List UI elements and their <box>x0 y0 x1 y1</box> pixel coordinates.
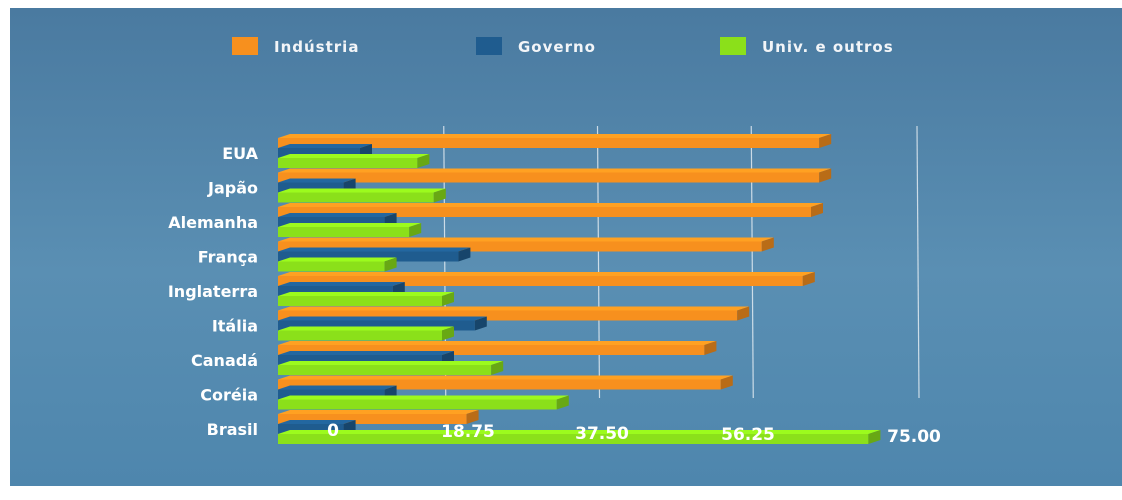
bar-franca-governo <box>278 247 471 262</box>
legend-swatch-industria <box>232 37 258 55</box>
bar-japao-univ-e-outros <box>278 188 446 203</box>
bar-italia-governo <box>278 316 487 331</box>
bar-inglaterra-univ-e-outros <box>278 292 454 306</box>
bar-eua-univ-e-outros <box>278 154 430 168</box>
slide-background: Indústria Governo Univ. e outros EUA Japão A… <box>10 8 1122 486</box>
bar-alemanha-univ-e-outros <box>278 223 422 237</box>
bar-franca-univ-e-outros <box>278 257 397 272</box>
bar-franca-industria <box>278 237 774 252</box>
bar-brasil-industria <box>278 410 479 424</box>
x-tick-label: 0 <box>327 421 339 441</box>
legend: Indústria Governo Univ. e outros <box>232 37 894 56</box>
legend-swatch-univ-e-outros <box>720 37 746 55</box>
bar-canada-univ-e-outros <box>278 361 504 375</box>
bar-canada-industria <box>278 341 717 355</box>
legend-label-univ-e-outros: Univ. e outros <box>762 38 894 56</box>
category-label-eua: EUA <box>222 144 258 163</box>
category-label-canada: Canadá <box>191 351 258 370</box>
gridlines <box>443 125 920 399</box>
gridline <box>596 125 601 399</box>
bar-chart: Indústria Governo Univ. e outros EUA Japão A… <box>168 37 941 447</box>
bar-japao-industria <box>278 168 832 183</box>
x-tick-label: 56.25 <box>721 425 775 445</box>
gridline <box>750 125 754 399</box>
bar-italia-univ-e-outros <box>278 326 454 341</box>
category-label-coreia: Coréia <box>200 386 258 405</box>
bar-italia-industria <box>278 306 750 321</box>
category-label-alemanha: Alemanha <box>168 213 258 232</box>
category-labels: EUA Japão Alemanha França Inglaterra Itália Ca… <box>168 144 259 439</box>
legend-label-governo: Governo <box>518 38 596 56</box>
x-tick-label: 37.50 <box>575 424 629 444</box>
x-tick-label: 18.75 <box>441 422 495 442</box>
bar-alemanha-industria <box>278 203 823 217</box>
bar-brasil-univ-e-outros <box>278 430 881 444</box>
legend-label-industria: Indústria <box>274 38 359 56</box>
bar-eua-industria <box>278 134 832 148</box>
category-label-japao: Japão <box>207 179 258 198</box>
category-label-inglaterra: Inglaterra <box>168 282 258 301</box>
x-axis-ticks: 0 18.75 37.50 56.25 75.00 <box>327 421 941 447</box>
bar-inglaterra-industria <box>278 272 815 286</box>
bars <box>278 134 881 444</box>
x-tick-label: 75.00 <box>887 427 941 447</box>
legend-swatch-governo <box>476 37 502 55</box>
bar-coreia-univ-e-outros <box>278 395 569 410</box>
category-label-franca: França <box>198 248 258 267</box>
gridline <box>916 125 920 399</box>
category-label-italia: Itália <box>212 317 258 336</box>
bar-coreia-industria <box>278 375 733 390</box>
category-label-brasil: Brasil <box>207 420 258 439</box>
